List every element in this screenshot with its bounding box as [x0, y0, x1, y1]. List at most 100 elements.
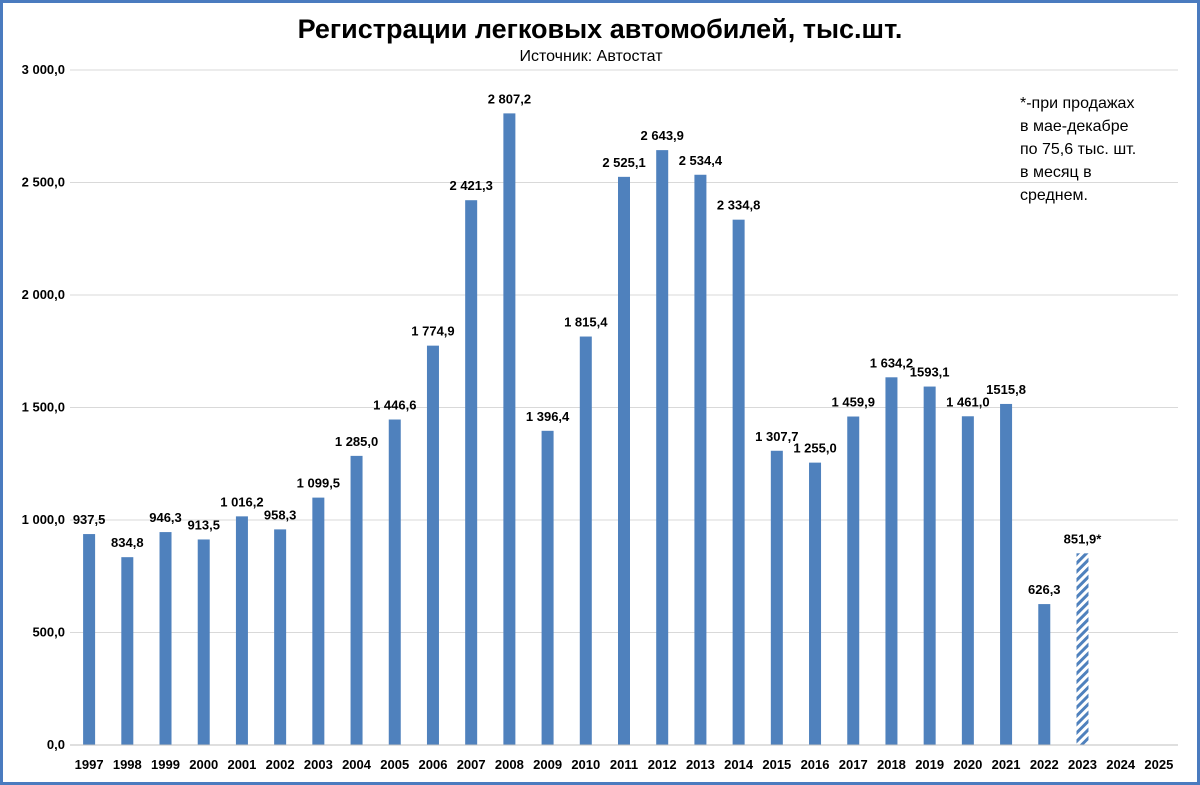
x-tick-label: 2021: [992, 757, 1021, 772]
data-label: 2 534,4: [679, 153, 723, 168]
data-label: 2 643,9: [641, 128, 684, 143]
data-label: 1 255,0: [793, 441, 836, 456]
bars: [83, 113, 1089, 746]
x-tick-label: 2003: [304, 757, 333, 772]
data-label: 2 334,8: [717, 198, 760, 213]
bar: [388, 419, 401, 745]
bar: [1000, 403, 1013, 745]
chart-title: Регистрации легковых автомобилей, тыс.шт…: [297, 14, 903, 44]
y-tick-label: 500,0: [32, 625, 65, 640]
bar: [197, 539, 210, 745]
x-tick-label: 2006: [419, 757, 448, 772]
y-tick-label: 1 000,0: [22, 512, 65, 527]
x-tick-label: 2012: [648, 757, 677, 772]
bar: [350, 455, 363, 745]
data-label: 626,3: [1028, 582, 1061, 597]
x-tick-label: 2002: [266, 757, 295, 772]
note-line: в месяц в: [1020, 164, 1092, 181]
data-label: 937,5: [73, 512, 106, 527]
x-tick-label: 2010: [571, 757, 600, 772]
x-tick-label: 2000: [189, 757, 218, 772]
data-label: 1 774,9: [411, 324, 454, 339]
data-label: 1 461,0: [946, 394, 989, 409]
y-tick-label: 1 500,0: [22, 400, 65, 415]
note-line: среднем.: [1020, 187, 1088, 204]
bar: [1076, 553, 1089, 745]
data-label: 2 525,1: [602, 155, 645, 170]
x-tick-label: 2017: [839, 757, 868, 772]
y-tick-label: 2 500,0: [22, 175, 65, 190]
bar: [541, 430, 554, 745]
x-tick-label: 2018: [877, 757, 906, 772]
bar: [732, 219, 745, 746]
x-tick-label: 2016: [801, 757, 830, 772]
data-label: 1 459,9: [832, 395, 875, 410]
data-label: 1 099,5: [297, 476, 340, 491]
axes: 0,0 500,0 1 000,0 1 500,0 2 000,0 2 500,0 3 00…: [22, 62, 1178, 772]
x-tick-label: 2001: [227, 757, 256, 772]
x-tick-label: 1998: [113, 757, 142, 772]
bar: [235, 516, 248, 745]
bar: [465, 200, 478, 745]
x-tick-label: 2009: [533, 757, 562, 772]
x-tick-label: 2025: [1144, 757, 1173, 772]
data-label: 1 016,2: [220, 494, 263, 509]
data-label: 851,9*: [1064, 531, 1103, 546]
data-label: 1 396,4: [526, 409, 570, 424]
data-label: 834,8: [111, 535, 144, 550]
note-line: *-при продажах: [1020, 95, 1135, 112]
data-label: 913,5: [187, 517, 220, 532]
bar: [83, 534, 96, 745]
x-tick-label: 2015: [762, 757, 791, 772]
chart-subtitle: Источник: Автостат: [519, 48, 663, 65]
data-label: 2 421,3: [449, 178, 492, 193]
data-label: 1 285,0: [335, 434, 378, 449]
bar: [1038, 604, 1051, 745]
data-label: 1 634,2: [870, 355, 913, 370]
x-tick-label: 2004: [342, 757, 372, 772]
x-tick-label: 1997: [75, 757, 104, 772]
x-tick-label: 2014: [724, 757, 754, 772]
data-label: 1593,1: [910, 365, 950, 380]
bar: [579, 336, 592, 745]
bar: [961, 416, 974, 745]
y-tick-label: 3 000,0: [22, 62, 65, 77]
x-tick-label: 2023: [1068, 757, 1097, 772]
bar: [274, 529, 287, 745]
x-tick-label: 2022: [1030, 757, 1059, 772]
bar: [426, 345, 439, 745]
data-label: 2 807,2: [488, 91, 531, 106]
bar: [656, 150, 669, 745]
data-label: 958,3: [264, 507, 297, 522]
note-line: по 75,6 тыс. шт.: [1020, 141, 1137, 158]
bar: [770, 450, 783, 745]
bar: [923, 386, 936, 745]
bar: [809, 462, 822, 745]
bar: [503, 113, 516, 745]
x-tick-label: 2011: [610, 757, 638, 772]
x-tick-label: 2013: [686, 757, 715, 772]
x-tick-label: 2007: [457, 757, 486, 772]
bar: [847, 416, 860, 745]
x-tick-label: 2008: [495, 757, 524, 772]
bar: [121, 557, 134, 745]
x-tick-label: 2005: [380, 757, 409, 772]
data-label: 1 446,6: [373, 398, 416, 413]
data-label: 1 307,7: [755, 429, 798, 444]
bar: [694, 174, 707, 745]
note-line: в мае-декабре: [1020, 118, 1129, 135]
data-label: 1515,8: [986, 382, 1026, 397]
chart-note: *-при продажах в мае-декабре по 75,6 тыс…: [1020, 92, 1180, 207]
bar: [159, 532, 172, 745]
bar: [618, 176, 630, 746]
y-tick-label: 0,0: [47, 737, 65, 752]
bar: [885, 377, 898, 745]
x-tick-label: 1999: [151, 757, 180, 772]
data-label: 946,3: [149, 510, 182, 525]
x-tick-label: 2020: [953, 757, 982, 772]
bar: [312, 497, 325, 745]
x-tick-label: 2024: [1106, 757, 1136, 772]
data-label: 1 815,4: [564, 315, 608, 330]
